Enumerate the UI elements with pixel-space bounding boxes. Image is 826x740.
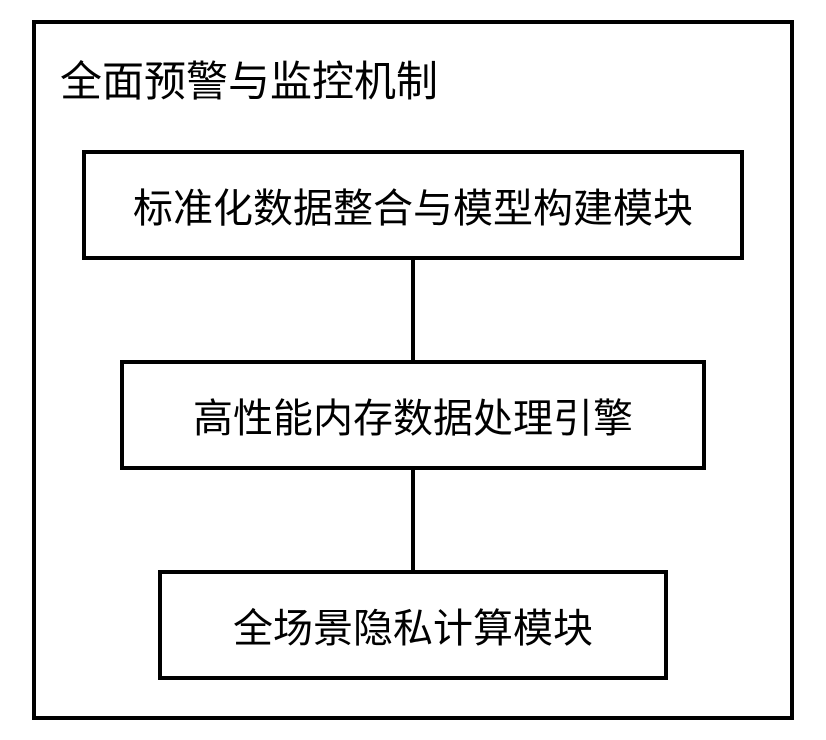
flowchart-node-3: 全场景隐私计算模块 <box>158 570 668 680</box>
flowchart-edge-1-2 <box>411 260 415 360</box>
diagram-title: 全面预警与监控机制 <box>60 48 438 109</box>
flowchart-edge-2-3 <box>411 470 415 570</box>
flowchart-node-1: 标准化数据整合与模型构建模块 <box>82 150 744 260</box>
flowchart-node-2: 高性能内存数据处理引擎 <box>120 360 706 470</box>
